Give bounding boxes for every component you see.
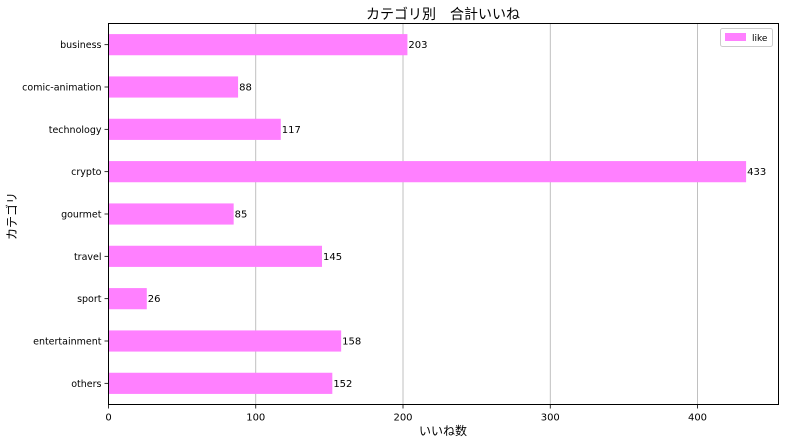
y-tick-label: entertainment [33, 337, 102, 348]
y-tick-label: travel [74, 252, 102, 263]
data-label: 85 [235, 210, 248, 221]
x-axis-ticks: 0 100 200 300 400 [105, 404, 707, 424]
y-tick-label: crypto [71, 167, 102, 178]
x-tick-label: 300 [541, 413, 560, 424]
y-tick-label: sport [77, 294, 102, 305]
data-label: 203 [408, 40, 427, 51]
legend: like [720, 28, 773, 47]
y-tick-label: comic-animation [22, 83, 101, 94]
x-tick-label: 200 [393, 413, 412, 424]
bar [108, 288, 147, 310]
y-tick-label: technology [49, 125, 102, 136]
y-tick-label: gourmet [61, 210, 102, 221]
data-label: 145 [323, 252, 342, 263]
data-labels: 203 88 117 433 85 145 26 158 152 [148, 40, 766, 390]
data-label: 88 [239, 83, 252, 94]
bars [108, 34, 747, 394]
bar [108, 330, 342, 352]
bar [108, 245, 323, 267]
y-axis-label: カテゴリ [4, 192, 19, 240]
bar [108, 34, 408, 56]
data-label: 433 [747, 167, 766, 178]
y-tick-label: business [60, 40, 101, 51]
bar [108, 118, 281, 140]
x-tick-label: 0 [105, 413, 111, 424]
chart-title: カテゴリ別 合計いいね [366, 6, 520, 23]
data-label: 158 [342, 337, 361, 348]
bar [108, 76, 239, 98]
data-label: 26 [148, 294, 161, 305]
legend-label: like [752, 34, 768, 44]
y-axis-ticks: business comic-animation technology crypto g… [22, 40, 109, 390]
bar [108, 203, 234, 225]
x-axis-label: いいね数 [419, 423, 467, 438]
x-tick-label: 100 [246, 413, 265, 424]
legend-swatch [725, 33, 746, 41]
data-label: 152 [333, 379, 352, 390]
x-tick-label: 400 [688, 413, 707, 424]
y-tick-label: others [71, 379, 101, 390]
bar [108, 161, 747, 183]
data-label: 117 [282, 125, 301, 136]
bar [108, 372, 333, 394]
